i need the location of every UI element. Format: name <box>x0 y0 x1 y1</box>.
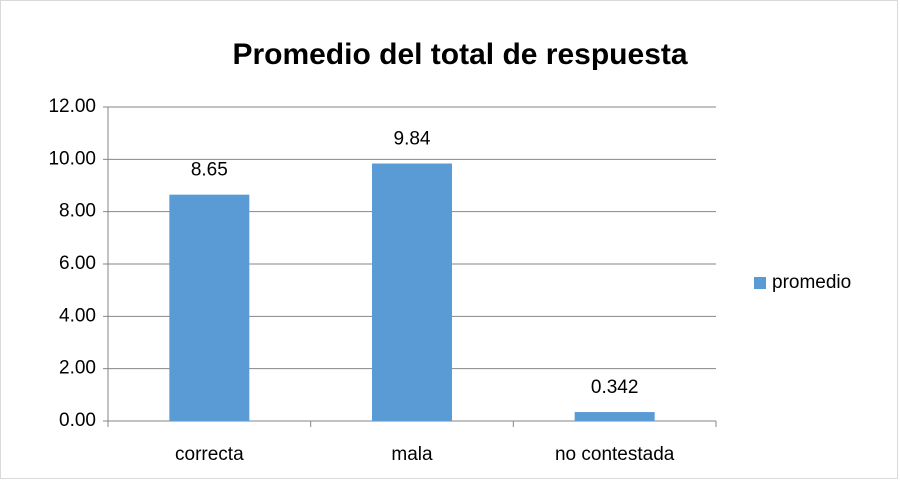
legend-swatch <box>754 277 766 289</box>
bar <box>169 194 250 421</box>
x-tick-label: correcta <box>175 444 244 465</box>
y-tick-label: 4.00 <box>59 305 96 326</box>
legend-label: promedio <box>772 272 851 293</box>
y-tick-label: 2.00 <box>59 358 96 379</box>
y-tick-label: 0.00 <box>59 410 96 431</box>
data-label: 8.65 <box>191 160 228 181</box>
y-tick-label: 12.00 <box>48 96 96 117</box>
chart-title: Promedio del total de respuesta <box>232 38 687 71</box>
data-label: 9.84 <box>394 129 431 150</box>
data-label: 0.342 <box>591 377 639 398</box>
y-tick-label: 10.00 <box>48 148 96 169</box>
bar <box>574 412 655 421</box>
x-tick-label: no contestada <box>555 444 675 465</box>
y-tick-label: 6.00 <box>59 253 96 274</box>
bar <box>372 163 452 421</box>
x-tick-label: mala <box>391 444 433 465</box>
y-tick-label: 8.00 <box>59 201 96 222</box>
